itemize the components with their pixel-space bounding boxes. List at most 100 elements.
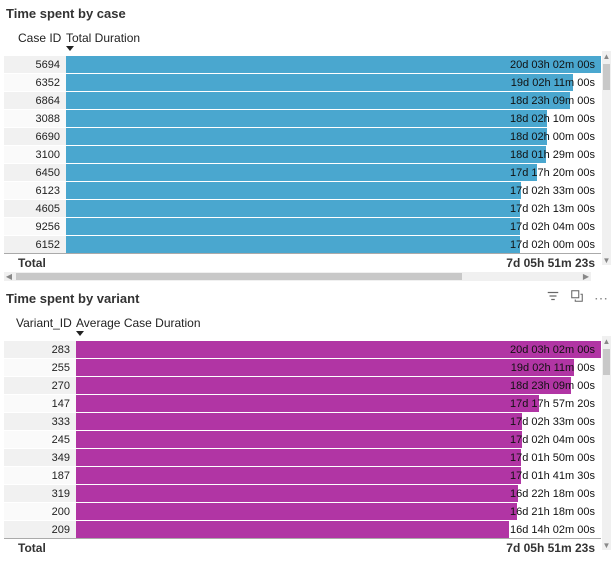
table-row[interactable]: 20016d 21h 18m 00s	[4, 502, 601, 520]
total-label: Total	[4, 256, 66, 270]
row-id: 6352	[4, 74, 66, 91]
duration-bar	[66, 74, 573, 91]
case-table: Case ID Total Duration 5694 20d 03h 02m 0…	[4, 29, 611, 281]
scroll-down-icon[interactable]: ▼	[602, 255, 611, 265]
row-id: 4605	[4, 200, 66, 217]
row-id: 3100	[4, 146, 66, 163]
duration-bar	[66, 182, 521, 199]
duration-bar	[76, 395, 539, 412]
scroll-right-icon[interactable]: ▶	[581, 272, 591, 281]
row-bar-cell: 18d 02h 00m 00s	[66, 128, 601, 145]
row-id: 3088	[4, 110, 66, 127]
row-duration-label: 17d 02h 33m 00s	[510, 413, 595, 431]
focus-mode-icon[interactable]	[570, 289, 584, 306]
table-row[interactable]: 460517d 02h 13m 00s	[4, 199, 601, 217]
row-duration-label: 20d 03h 02m 00s	[510, 56, 595, 74]
row-id: 6690	[4, 128, 66, 145]
row-bar-cell: 17d 17h 57m 20s	[76, 395, 601, 412]
duration-bar	[76, 359, 574, 376]
scroll-up-icon[interactable]: ▲	[602, 336, 611, 346]
case-rows: 569420d 03h 02m 00s635219d 02h 11m 00s68…	[4, 55, 601, 253]
variant-total-row: Total 7d 05h 51m 23s	[4, 538, 601, 557]
table-row[interactable]: 635219d 02h 11m 00s	[4, 73, 601, 91]
row-bar-cell: 17d 02h 13m 00s	[66, 200, 601, 217]
row-id: 6450	[4, 164, 66, 181]
row-bar-cell: 18d 23h 09m 00s	[76, 377, 601, 394]
row-duration-label: 16d 21h 18m 00s	[510, 503, 595, 521]
table-row[interactable]: 27018d 23h 09m 00s	[4, 376, 601, 394]
row-bar-cell: 16d 22h 18m 00s	[76, 485, 601, 502]
scroll-up-icon[interactable]: ▲	[602, 51, 611, 61]
total-value: 7d 05h 51m 23s	[66, 541, 601, 555]
row-duration-label: 17d 01h 50m 00s	[510, 449, 595, 467]
sort-desc-icon	[76, 331, 84, 336]
table-row[interactable]: 24517d 02h 04m 00s	[4, 430, 601, 448]
header-avg-duration[interactable]: Average Case Duration	[76, 316, 601, 336]
row-bar-cell: 18d 02h 10m 00s	[66, 110, 601, 127]
row-bar-cell: 17d 02h 00m 00s	[66, 236, 601, 253]
header-total-duration[interactable]: Total Duration	[66, 31, 601, 51]
table-row[interactable]: 6123 17d 02h 33m 00s	[4, 181, 601, 199]
case-headers: Case ID Total Duration	[4, 29, 601, 55]
vscrollbar[interactable]: ▲ ▼	[602, 336, 611, 550]
duration-bar	[66, 200, 520, 217]
table-row[interactable]: 310018d 01h 29m 00s	[4, 145, 601, 163]
vscroll-thumb[interactable]	[603, 64, 610, 90]
duration-bar	[66, 218, 520, 235]
vscrollbar[interactable]: ▲ ▼	[602, 51, 611, 265]
hscroll-thumb[interactable]	[16, 273, 462, 280]
table-row[interactable]: 333 17d 02h 33m 00s	[4, 412, 601, 430]
vscroll-thumb[interactable]	[603, 349, 610, 375]
hscrollbar[interactable]: ◀ ▶	[4, 272, 591, 281]
header-avg-duration-label: Average Case Duration	[76, 316, 201, 330]
table-row[interactable]: 319 16d 22h 18m 00s	[4, 484, 601, 502]
row-id: 333	[4, 413, 76, 430]
row-id: 6123	[4, 182, 66, 199]
table-row[interactable]: 6152 17d 02h 00m 00s	[4, 235, 601, 253]
table-row[interactable]: 28320d 03h 02m 00s	[4, 340, 601, 358]
panel-time-by-case: Time spent by case Case ID Total Duratio…	[0, 0, 615, 285]
panel-title: Time spent by case	[4, 6, 611, 21]
row-duration-label: 16d 22h 18m 00s	[510, 485, 595, 503]
row-bar-cell: 18d 01h 29m 00s	[66, 146, 601, 163]
row-id: 5694	[4, 56, 66, 73]
table-row[interactable]: 9256 17d 02h 04m 00s	[4, 217, 601, 235]
row-id: 319	[4, 485, 76, 502]
duration-bar	[76, 449, 521, 466]
header-case-id[interactable]: Case ID	[4, 31, 66, 51]
row-duration-label: 17d 02h 04m 00s	[510, 218, 595, 236]
row-duration-label: 18d 02h 00m 00s	[510, 128, 595, 146]
table-row[interactable]: 20916d 14h 02m 00s	[4, 520, 601, 538]
duration-bar	[66, 92, 570, 109]
row-duration-label: 18d 02h 10m 00s	[510, 110, 595, 128]
row-id: 349	[4, 449, 76, 466]
row-bar-cell: 19d 02h 11m 00s	[76, 359, 601, 376]
table-row[interactable]: 686418d 23h 09m 00s	[4, 91, 601, 109]
row-duration-label: 19d 02h 11m 00s	[511, 359, 595, 377]
row-id: 9256	[4, 218, 66, 235]
row-duration-label: 17d 17h 20m 00s	[510, 164, 595, 182]
row-id: 147	[4, 395, 76, 412]
table-row[interactable]: 6450 17d 17h 20m 00s	[4, 163, 601, 181]
duration-bar	[76, 377, 571, 394]
row-duration-label: 17d 02h 33m 00s	[510, 182, 595, 200]
row-id: 6152	[4, 236, 66, 253]
scroll-left-icon[interactable]: ◀	[4, 272, 14, 281]
table-row[interactable]: 3088 18d 02h 10m 00s	[4, 109, 601, 127]
row-duration-label: 17d 02h 00m 00s	[510, 236, 595, 254]
more-options-icon[interactable]: ⋯	[594, 293, 609, 303]
scroll-down-icon[interactable]: ▼	[602, 540, 611, 550]
table-row[interactable]: 18717d 01h 41m 30s	[4, 466, 601, 484]
header-variant-id[interactable]: Variant_ID	[4, 316, 76, 336]
duration-bar	[76, 431, 522, 448]
table-row[interactable]: 6690 18d 02h 00m 00s	[4, 127, 601, 145]
variant-table: Variant_ID Average Case Duration 28320d …	[4, 314, 611, 557]
table-row[interactable]: 14717d 17h 57m 20s	[4, 394, 601, 412]
filter-icon[interactable]	[546, 289, 560, 306]
row-bar-cell: 19d 02h 11m 00s	[66, 74, 601, 91]
duration-bar	[66, 110, 547, 127]
table-row[interactable]: 25519d 02h 11m 00s	[4, 358, 601, 376]
table-row[interactable]: 5694 20d 03h 02m 00s	[4, 55, 601, 73]
row-bar-cell: 17d 01h 50m 00s	[76, 449, 601, 466]
table-row[interactable]: 349 17d 01h 50m 00s	[4, 448, 601, 466]
